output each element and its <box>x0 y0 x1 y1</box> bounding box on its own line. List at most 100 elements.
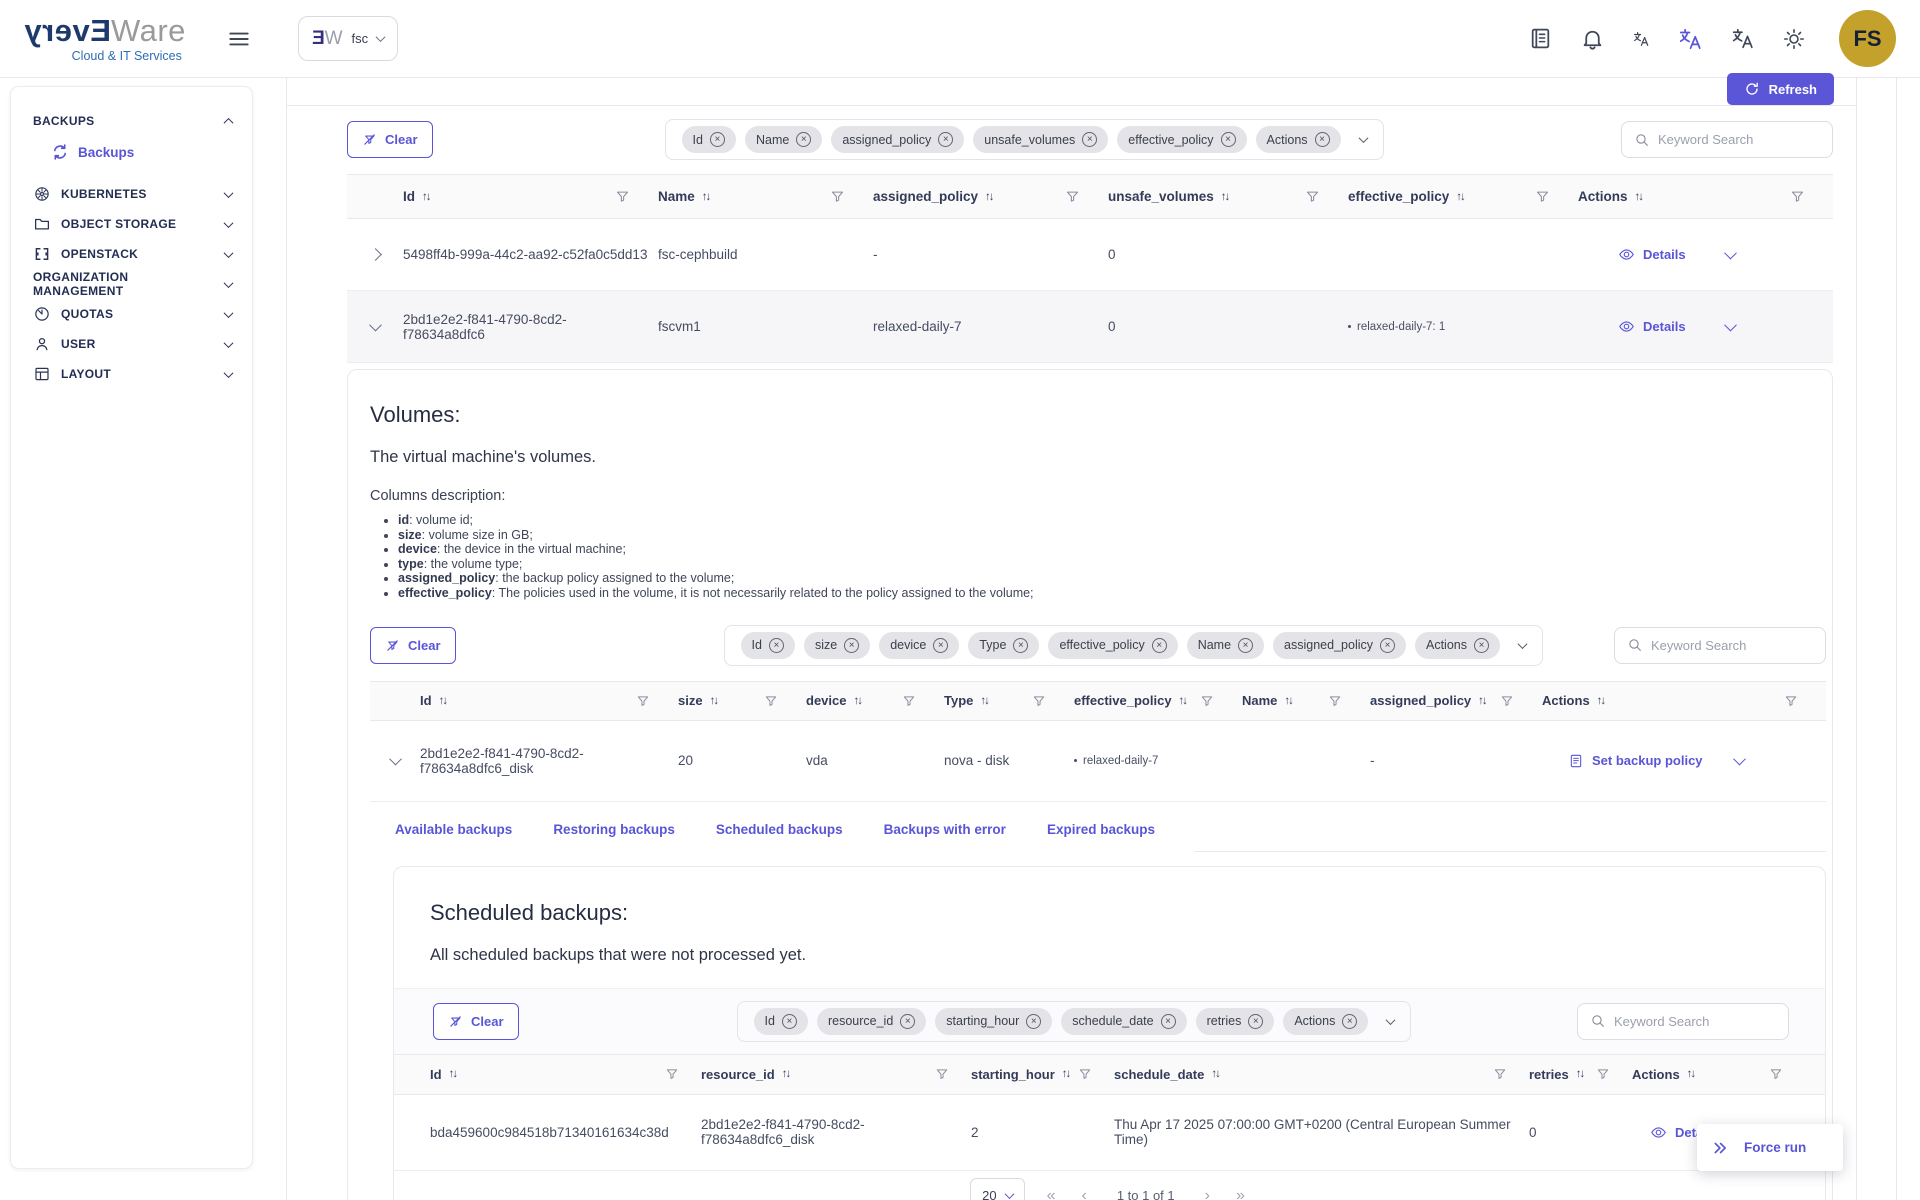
sidebar-section-layout[interactable]: LAYOUT <box>11 359 252 389</box>
expand-filters-icon[interactable] <box>1517 638 1528 649</box>
tab-backups-with-error[interactable]: Backups with error <box>882 812 1008 852</box>
sidebar-section-object-storage[interactable]: OBJECT STORAGE <box>11 209 252 239</box>
changelog-book-icon[interactable] <box>1528 26 1553 51</box>
remove-filter-icon[interactable]: × <box>1238 637 1254 653</box>
filter-chip[interactable]: effective_policy × <box>1048 631 1178 659</box>
previous-page-button[interactable]: ‹ <box>1077 1187 1090 1200</box>
search-input[interactable] <box>1651 637 1813 653</box>
remove-filter-icon[interactable]: × <box>1248 1013 1264 1029</box>
sort-icon[interactable]: ↑↓ <box>1634 190 1644 203</box>
filter-icon[interactable] <box>1328 694 1342 708</box>
filter-icon[interactable] <box>1078 1067 1092 1081</box>
sort-icon[interactable]: ↑↓ <box>1686 1068 1696 1081</box>
filter-icon[interactable] <box>1596 1067 1610 1081</box>
row-actions-menu-icon[interactable] <box>1732 752 1746 766</box>
sort-icon[interactable]: ↑↓ <box>709 694 719 707</box>
expand-filters-icon[interactable] <box>1385 1014 1396 1025</box>
sort-icon[interactable]: ↑↓ <box>1178 694 1188 707</box>
translate-icon[interactable] <box>1730 26 1755 51</box>
filter-chip[interactable]: Name × <box>1186 631 1265 659</box>
last-page-button[interactable]: » <box>1232 1187 1249 1200</box>
remove-filter-icon[interactable]: × <box>1082 132 1098 147</box>
clear-filters-button[interactable]: Clear <box>433 1002 519 1040</box>
filter-chip[interactable]: schedule_date × <box>1061 1007 1187 1035</box>
page-scrollbar[interactable] <box>1856 78 1897 1200</box>
remove-filter-icon[interactable]: × <box>1380 637 1395 653</box>
translate-icon-small[interactable] <box>1632 30 1650 48</box>
filter-icon[interactable] <box>1065 189 1080 204</box>
hamburger-menu-icon[interactable] <box>226 26 252 52</box>
theme-sun-icon[interactable] <box>1782 27 1806 51</box>
filter-icon[interactable] <box>1769 1067 1783 1081</box>
remove-filter-icon[interactable]: × <box>1342 1013 1358 1029</box>
filter-icon[interactable] <box>615 189 630 204</box>
filter-chip[interactable]: device × <box>879 631 960 659</box>
sort-icon[interactable]: ↑↓ <box>781 1068 791 1081</box>
remove-filter-icon[interactable]: × <box>844 637 860 653</box>
remove-filter-icon[interactable]: × <box>1160 1013 1176 1029</box>
filter-chip[interactable]: Id × <box>740 631 795 659</box>
expand-row-icon[interactable] <box>347 248 403 261</box>
filter-icon[interactable] <box>1493 1067 1507 1081</box>
details-button[interactable]: Details <box>1618 246 1686 263</box>
filter-chip[interactable]: unsafe_volumes × <box>973 126 1109 153</box>
clear-filters-button[interactable]: Clear <box>347 121 433 158</box>
filter-chip[interactable]: resource_id × <box>816 1007 927 1035</box>
filter-chip[interactable]: starting_hour × <box>935 1007 1053 1035</box>
sidebar-section-organization-management[interactable]: ORGANIZATION MANAGEMENT <box>11 269 252 299</box>
sort-icon[interactable]: ↑↓ <box>1456 190 1465 203</box>
sort-icon[interactable]: ↑↓ <box>1211 1068 1220 1081</box>
sort-icon[interactable]: ↑↓ <box>1220 190 1230 203</box>
tab-restoring-backups[interactable]: Restoring backups <box>551 812 677 852</box>
remove-filter-icon[interactable]: × <box>1314 132 1330 147</box>
sort-icon[interactable]: ↑↓ <box>1596 694 1606 707</box>
sort-icon[interactable]: ↑↓ <box>1284 694 1293 707</box>
sidebar-section-quotas[interactable]: QUOTAS <box>11 299 252 329</box>
sidebar-section-kubernetes[interactable]: KUBERNETES <box>11 179 252 209</box>
tab-expired-backups[interactable]: Expired backups <box>1045 812 1157 852</box>
filter-icon[interactable] <box>935 1067 949 1081</box>
sidebar-item-backups[interactable]: Backups <box>11 137 252 167</box>
sidebar-section-openstack[interactable]: OPENSTACK <box>11 239 252 269</box>
tab-scheduled-backups[interactable]: Scheduled backups <box>714 812 845 852</box>
filter-icon[interactable] <box>1784 694 1798 708</box>
filter-chip[interactable]: Id × <box>681 126 736 153</box>
translate-icon-active[interactable] <box>1677 26 1703 52</box>
filter-icon[interactable] <box>1790 189 1805 204</box>
project-selector[interactable]: EW fsc <box>297 16 399 61</box>
remove-filter-icon[interactable]: × <box>768 637 784 653</box>
remove-filter-icon[interactable]: × <box>1220 132 1236 147</box>
filter-chip[interactable]: effective_policy × <box>1117 126 1247 153</box>
tab-available-backups[interactable]: Available backups <box>393 812 514 852</box>
filter-chip[interactable]: Id × <box>753 1007 808 1035</box>
row-actions-menu-icon[interactable] <box>1723 246 1737 260</box>
filter-icon[interactable] <box>1500 694 1514 708</box>
sort-icon[interactable]: ↑↓ <box>422 190 431 203</box>
remove-filter-icon[interactable]: × <box>1151 637 1167 653</box>
notifications-bell-icon[interactable] <box>1580 26 1605 51</box>
filter-chip[interactable]: size × <box>803 631 871 659</box>
collapse-row-icon[interactable] <box>370 752 420 766</box>
filter-chip[interactable]: Actions × <box>1415 631 1500 659</box>
collapse-row-icon[interactable] <box>347 318 403 332</box>
remove-filter-icon[interactable]: × <box>933 637 949 653</box>
sort-icon[interactable]: ↑↓ <box>701 190 711 203</box>
remove-filter-icon[interactable]: × <box>900 1013 916 1029</box>
page-size-select[interactable]: 20 <box>970 1177 1025 1200</box>
filter-chip[interactable]: retries × <box>1195 1007 1275 1035</box>
sort-icon[interactable]: ↑↓ <box>980 694 989 707</box>
sort-icon[interactable]: ↑↓ <box>985 190 994 203</box>
sort-icon[interactable]: ↑↓ <box>1478 694 1487 707</box>
filter-icon[interactable] <box>1535 189 1550 204</box>
filter-icon[interactable] <box>902 694 916 708</box>
filter-icon[interactable] <box>764 694 778 708</box>
search-input[interactable] <box>1614 1013 1776 1029</box>
filter-chip[interactable]: Actions × <box>1255 126 1341 153</box>
expand-filters-icon[interactable] <box>1358 133 1368 144</box>
filter-chip[interactable]: Actions × <box>1283 1007 1369 1035</box>
filter-chip[interactable]: assigned_policy × <box>831 126 965 153</box>
first-page-button[interactable]: « <box>1043 1187 1060 1200</box>
filter-icon[interactable] <box>830 189 845 204</box>
sort-icon[interactable]: ↑↓ <box>1575 1068 1585 1081</box>
filter-icon[interactable] <box>1305 189 1320 204</box>
